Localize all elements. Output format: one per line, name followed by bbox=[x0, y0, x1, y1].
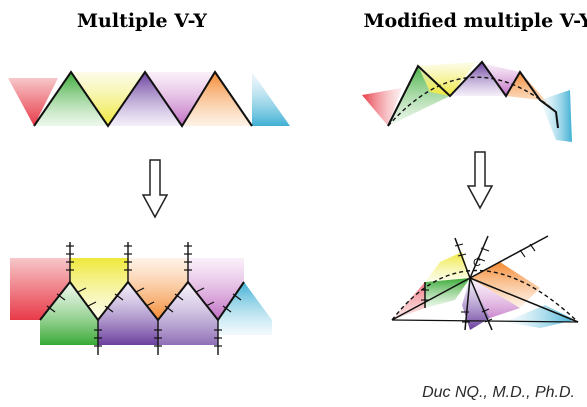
flap-yellow bbox=[71, 72, 145, 126]
title-modified-multiple-vy: Modified multiple V-Y bbox=[363, 10, 587, 32]
mod-flap-pink bbox=[476, 62, 520, 96]
radial-line-7 bbox=[469, 277, 579, 323]
flap-red-advanced bbox=[10, 258, 70, 320]
radial-line-1 bbox=[391, 277, 471, 321]
flap-green bbox=[34, 72, 108, 126]
zigzag-incision-line bbox=[33, 70, 253, 128]
flap-magenta-advanced bbox=[158, 282, 218, 345]
arrow-down-icon-right bbox=[466, 151, 494, 210]
zigzag-strip-advanced bbox=[10, 242, 272, 355]
author-credit: Duc NQ., M.D., Ph.D. bbox=[422, 384, 575, 401]
mod-flap-purple bbox=[450, 62, 506, 96]
zigzag-strip-original bbox=[8, 70, 290, 128]
flap-pink bbox=[145, 72, 215, 126]
pivot-suture-ticks bbox=[421, 243, 536, 323]
flap-purple bbox=[108, 72, 182, 126]
flap-green-advanced bbox=[40, 282, 98, 345]
radial-line-3 bbox=[469, 235, 489, 279]
radial-line-4 bbox=[469, 235, 549, 279]
flap-purple-advanced bbox=[98, 282, 158, 345]
pivot-flap-green bbox=[425, 278, 470, 308]
modified-incision-line bbox=[387, 60, 559, 129]
advanced-suture-line bbox=[39, 280, 245, 322]
modified-strip-original bbox=[362, 60, 572, 142]
pivot-flap-orange bbox=[470, 262, 540, 308]
flap-red bbox=[8, 78, 58, 126]
mod-flap-red bbox=[362, 88, 402, 126]
flap-cyan bbox=[252, 72, 290, 126]
flap-orange bbox=[182, 72, 252, 126]
modified-strip-advanced: C bbox=[391, 235, 579, 331]
flap-pink-advanced bbox=[188, 258, 244, 320]
arrow-down-icon bbox=[141, 159, 169, 219]
pivot-base-line bbox=[391, 319, 579, 323]
suture-ticks bbox=[46, 245, 242, 347]
flap-orange-advanced bbox=[128, 258, 188, 320]
radial-line-2 bbox=[454, 237, 471, 279]
flap-yellow-advanced bbox=[70, 258, 128, 320]
pivot-arc-dashed bbox=[391, 269, 579, 323]
pivot-flap-yellow bbox=[425, 252, 470, 282]
pivot-center-label: C bbox=[473, 257, 481, 269]
radial-line-6 bbox=[469, 277, 493, 331]
title-multiple-vy: Multiple V-Y bbox=[77, 10, 207, 32]
flap-cyan-advanced bbox=[218, 282, 272, 335]
radial-line-5 bbox=[464, 277, 471, 331]
pivot-flap-pink bbox=[470, 278, 520, 318]
pivot-flap-red bbox=[392, 282, 425, 320]
mod-flap-yellow bbox=[418, 62, 476, 96]
